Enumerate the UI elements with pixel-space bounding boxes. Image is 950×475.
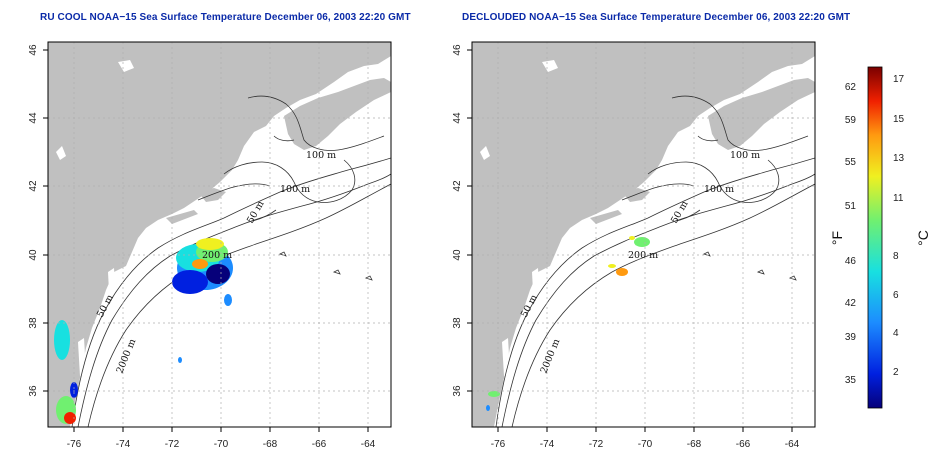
left-map-title: RU COOL NOAA−15 Sea Surface Temperature … xyxy=(40,12,411,23)
c-tick: 15 xyxy=(893,114,905,125)
c-tick: 6 xyxy=(893,290,899,301)
right-map xyxy=(472,42,815,427)
contour-label: 100 m xyxy=(280,184,310,195)
lat-tick: 44 xyxy=(452,112,463,124)
contour-label: 100 m xyxy=(704,184,734,195)
left-sst-data xyxy=(54,238,233,424)
c-tick: 8 xyxy=(893,251,899,262)
lat-tick: 46 xyxy=(28,44,39,56)
lat-tick: 42 xyxy=(28,180,39,192)
c-tick: 4 xyxy=(893,328,899,339)
lon-tick: -72 xyxy=(165,439,180,450)
contour-label: 100 m xyxy=(306,150,336,161)
right-sst-data xyxy=(486,236,650,411)
lon-tick: -72 xyxy=(589,439,604,450)
left-map xyxy=(48,42,391,427)
f-tick: 42 xyxy=(845,298,857,309)
lat-tick: 38 xyxy=(28,317,39,329)
f-tick: 59 xyxy=(845,115,857,126)
lon-tick: -70 xyxy=(214,439,229,450)
f-tick: 35 xyxy=(845,375,857,386)
lon-tick: -64 xyxy=(361,439,376,450)
lon-tick: -74 xyxy=(540,439,555,450)
c-tick: 13 xyxy=(893,153,905,164)
lat-tick: 40 xyxy=(452,249,463,261)
lon-tick: -68 xyxy=(263,439,278,450)
contour-label: 100 m xyxy=(730,150,760,161)
f-tick: 55 xyxy=(845,157,857,168)
lon-tick: -64 xyxy=(785,439,800,450)
contour-label: 200 m xyxy=(202,250,232,261)
c-tick: 2 xyxy=(893,367,899,378)
lon-tick: -66 xyxy=(312,439,327,450)
lon-tick: -74 xyxy=(116,439,131,450)
f-tick: 62 xyxy=(845,82,857,93)
fahrenheit-ticks: 62 59 55 51 46 42 39 35 xyxy=(845,82,857,386)
lon-tick: -66 xyxy=(736,439,751,450)
celsius-label: °C xyxy=(915,230,931,246)
right-map-title: DECLOUDED NOAA−15 Sea Surface Temperatur… xyxy=(462,12,851,23)
c-tick: 17 xyxy=(893,74,905,85)
f-tick: 51 xyxy=(845,201,857,212)
lat-tick: 46 xyxy=(452,44,463,56)
colorbar-gradient xyxy=(867,66,883,409)
fahrenheit-label: °F xyxy=(829,231,845,245)
lon-tick: -76 xyxy=(67,439,82,450)
lon-tick: -68 xyxy=(687,439,702,450)
lat-tick: 44 xyxy=(28,112,39,124)
right-lat-axis: 46 44 42 40 38 36 xyxy=(452,44,463,397)
left-lat-axis: 46 44 42 40 38 36 xyxy=(28,44,39,397)
lat-tick: 36 xyxy=(452,385,463,397)
colorbar: 62 59 55 51 46 42 39 35 17 15 13 11 8 6 … xyxy=(829,66,931,409)
lat-tick: 36 xyxy=(28,385,39,397)
celsius-ticks: 17 15 13 11 8 6 4 2 xyxy=(893,74,905,378)
lat-tick: 40 xyxy=(28,249,39,261)
lat-tick: 38 xyxy=(452,317,463,329)
c-tick: 11 xyxy=(893,193,904,204)
contour-label: 200 m xyxy=(628,250,658,261)
lon-tick: -76 xyxy=(491,439,506,450)
f-tick: 39 xyxy=(845,332,857,343)
f-tick: 46 xyxy=(845,256,857,267)
left-lon-axis: -76 -74 -72 -70 -68 -66 -64 xyxy=(67,439,376,450)
lon-tick: -70 xyxy=(638,439,653,450)
right-lon-axis: -76 -74 -72 -70 -68 -66 -64 xyxy=(491,439,800,450)
lat-tick: 42 xyxy=(452,180,463,192)
